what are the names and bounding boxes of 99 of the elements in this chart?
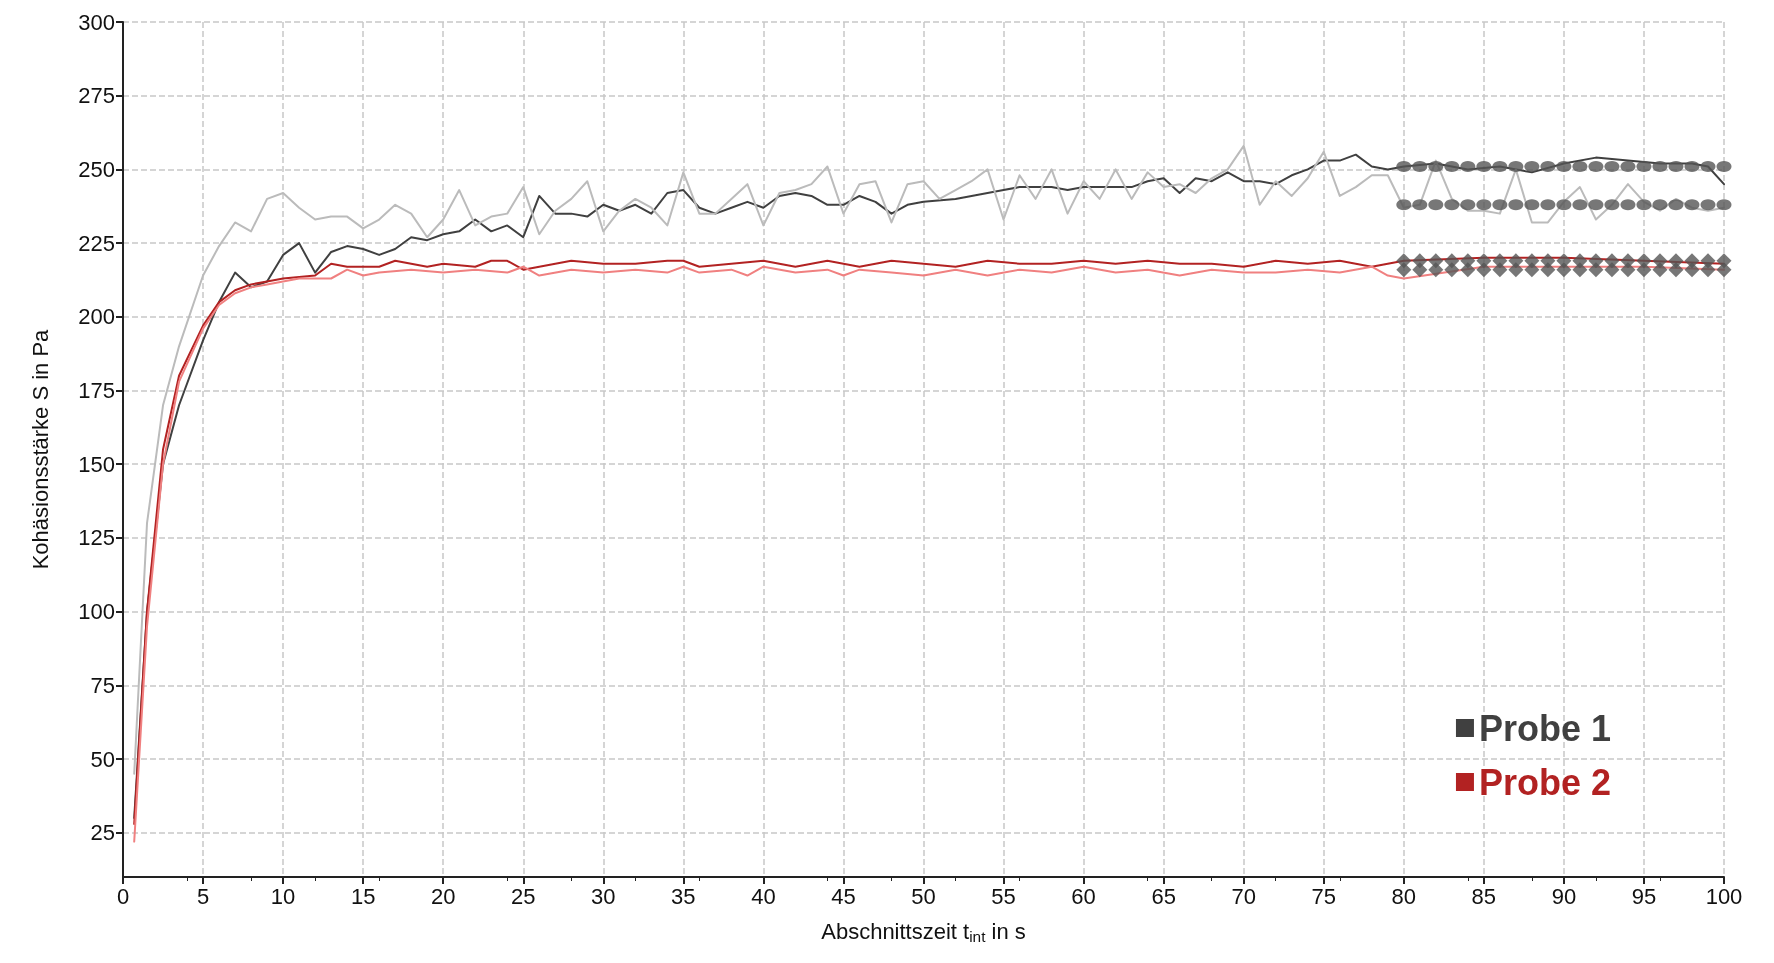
x-tick-label: 65 <box>1151 883 1176 909</box>
point <box>1460 199 1476 211</box>
point <box>1444 199 1460 211</box>
point <box>1652 262 1668 278</box>
point <box>1524 199 1540 211</box>
y-tick-label: 300 <box>78 9 115 35</box>
point <box>1540 160 1556 172</box>
point <box>1556 199 1572 211</box>
point <box>1588 199 1604 211</box>
y-tick-label: 50 <box>90 746 115 772</box>
x-tick-label: 80 <box>1391 883 1417 909</box>
point <box>1412 262 1428 278</box>
point <box>1668 199 1684 211</box>
point <box>1604 262 1620 278</box>
point <box>1508 160 1524 172</box>
legend-label: Probe 1 <box>1478 707 1611 749</box>
y-tick-label: 175 <box>78 378 115 404</box>
y-tick-label: 100 <box>78 599 115 625</box>
point <box>1572 199 1588 211</box>
point <box>1620 160 1636 172</box>
x-tick-label: 95 <box>1631 883 1657 909</box>
point <box>1604 160 1620 172</box>
point <box>1716 262 1732 278</box>
point <box>1524 262 1540 278</box>
point <box>1652 199 1668 211</box>
x-tick-label: 70 <box>1231 883 1256 909</box>
x-tick-label: 100 <box>1705 883 1743 909</box>
point <box>1620 199 1636 211</box>
point <box>1636 262 1652 278</box>
point <box>1636 160 1652 172</box>
x-tick-label: 45 <box>831 883 856 909</box>
point <box>1716 160 1732 172</box>
y-tick-label: 225 <box>78 230 115 256</box>
y-tick-label: 25 <box>90 820 115 846</box>
y-tick-label: 125 <box>78 525 115 551</box>
point <box>1428 262 1444 278</box>
point <box>1700 160 1716 172</box>
point <box>1492 160 1508 172</box>
point <box>1508 199 1524 211</box>
point <box>1412 160 1428 172</box>
point <box>1540 262 1556 278</box>
point <box>1428 199 1444 211</box>
x-tick-label: 50 <box>911 883 936 909</box>
point <box>1476 160 1492 172</box>
y-tick-label: 200 <box>78 304 115 330</box>
point <box>1684 262 1700 278</box>
x-tick-label: 30 <box>591 883 616 909</box>
point <box>1716 199 1732 211</box>
point <box>1700 199 1716 211</box>
y-tick-label: 75 <box>90 672 115 698</box>
y-tick-label: 150 <box>78 451 115 477</box>
y-tick-label: 250 <box>78 156 115 182</box>
point <box>1492 199 1508 211</box>
point <box>1524 160 1540 172</box>
legend-label: Probe 2 <box>1478 761 1611 803</box>
point <box>1588 160 1604 172</box>
point <box>1620 262 1636 278</box>
y-tick-label: 275 <box>78 83 115 109</box>
x-tick-label: 20 <box>430 883 456 909</box>
x-tick-label: 10 <box>270 883 296 909</box>
point <box>1476 262 1492 278</box>
x-tick-label: 60 <box>1071 883 1096 909</box>
point <box>1684 199 1700 211</box>
x-tick-label: 0 <box>116 883 130 909</box>
y-axis-title: Kohäsionsstärke S in Pa <box>27 328 53 570</box>
point <box>1444 160 1460 172</box>
x-tick-label: 5 <box>196 883 210 909</box>
point <box>1556 262 1572 278</box>
point <box>1476 199 1492 211</box>
x-tick-label: 90 <box>1551 883 1577 909</box>
point <box>1540 199 1556 211</box>
x-tick-label: 25 <box>511 883 536 909</box>
point <box>1684 160 1700 172</box>
point <box>1700 262 1716 278</box>
point <box>1492 262 1508 278</box>
point <box>1396 262 1412 278</box>
point <box>1668 262 1684 278</box>
point <box>1636 199 1652 211</box>
point <box>1604 199 1620 211</box>
x-tick-label: 35 <box>671 883 696 909</box>
point <box>1444 262 1460 278</box>
point <box>1460 262 1476 278</box>
point <box>1412 199 1428 211</box>
point <box>1396 199 1412 211</box>
point <box>1460 160 1476 172</box>
point <box>1652 160 1668 172</box>
x-tick-label: 15 <box>350 883 376 909</box>
x-tick-label: 75 <box>1311 883 1336 909</box>
point <box>1588 262 1604 278</box>
x-tick-label: 40 <box>751 883 776 909</box>
point <box>1396 160 1412 172</box>
point <box>1668 160 1684 172</box>
point <box>1428 160 1444 172</box>
x-tick-label: 85 <box>1471 883 1497 909</box>
point <box>1556 160 1572 172</box>
point <box>1572 160 1588 172</box>
point <box>1572 262 1588 278</box>
x-tick-label: 55 <box>991 883 1016 909</box>
point <box>1508 262 1524 278</box>
